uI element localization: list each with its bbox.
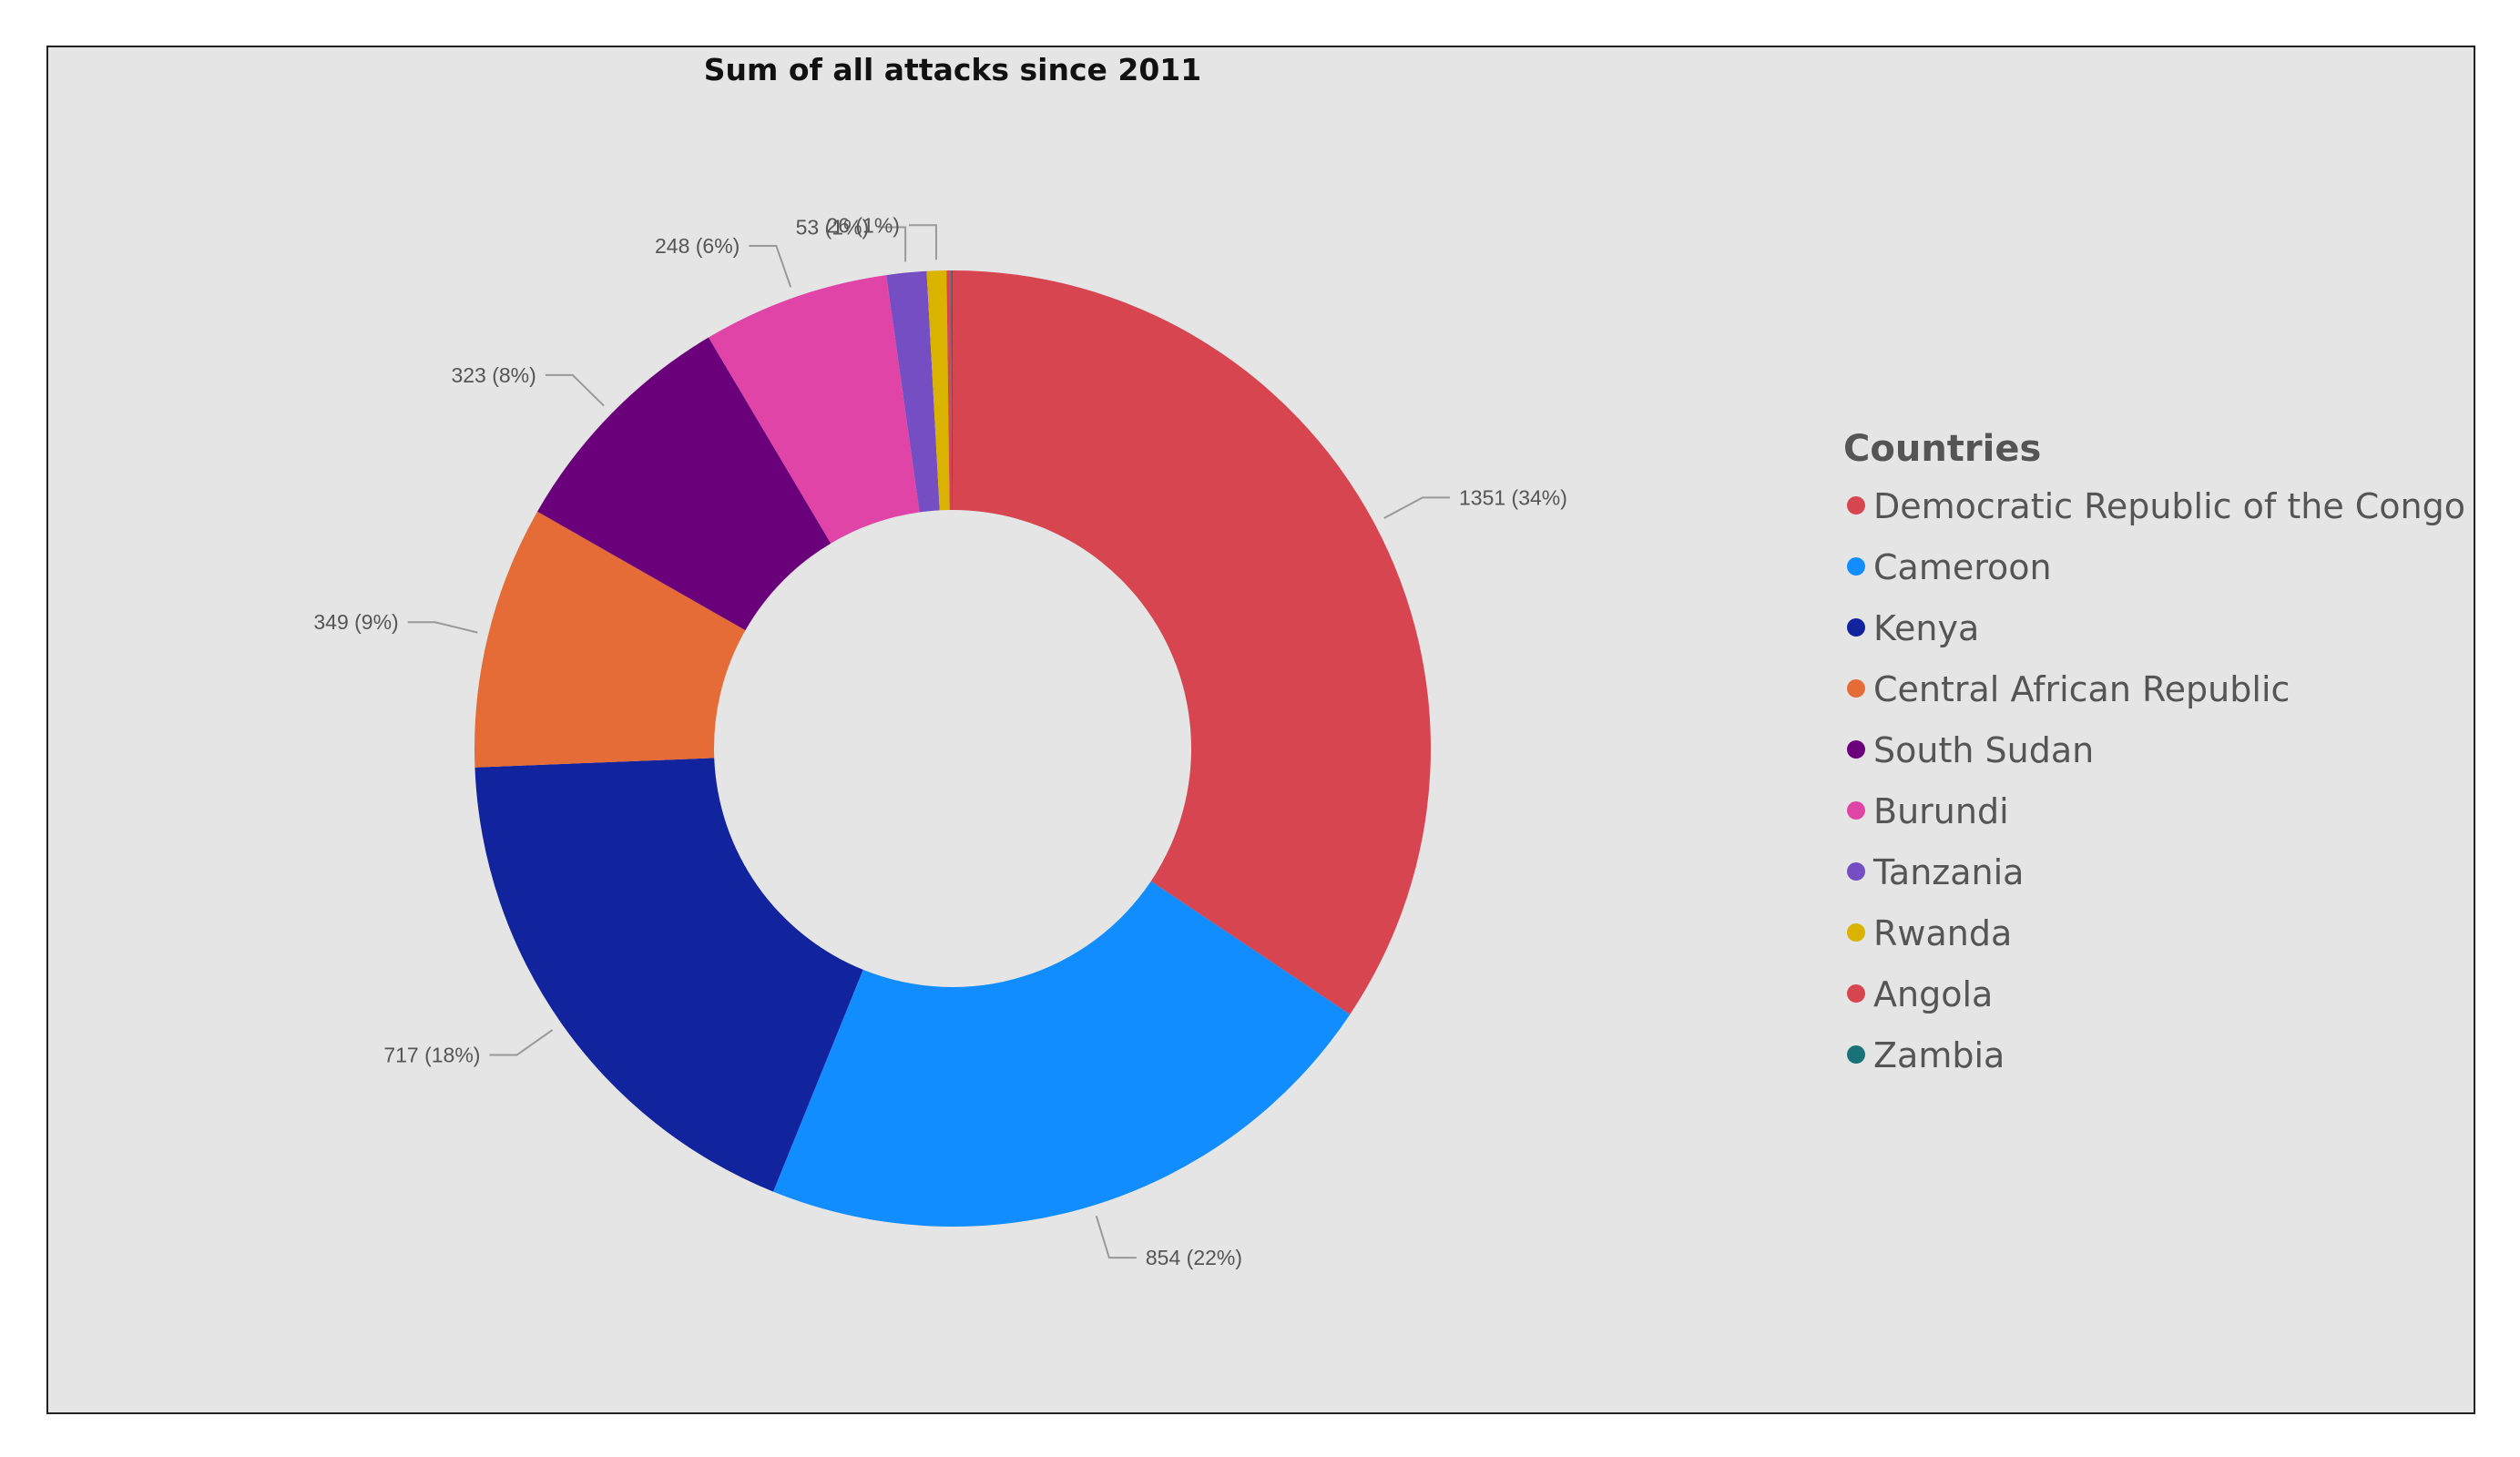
leader-line-central-african-republic xyxy=(407,621,478,634)
leader-line-south-sudan xyxy=(545,373,605,407)
legend-item-south-sudan[interactable]: South Sudan xyxy=(1873,730,2094,770)
leader-line-kenya xyxy=(489,1029,554,1056)
data-label-kenya: 717 (18%) xyxy=(383,1044,480,1067)
legend-item-burundi[interactable]: Burundi xyxy=(1873,791,2009,831)
legend-marker-angola xyxy=(1847,984,1865,1003)
legend-marker-south-sudan xyxy=(1847,740,1865,759)
data-label-burundi: 248 (6%) xyxy=(655,234,740,258)
legend-item-angola[interactable]: Angola xyxy=(1873,974,1993,1014)
legend-item-rwanda[interactable]: Rwanda xyxy=(1873,913,2012,953)
data-label-tanzania: 53 (1%) xyxy=(796,216,870,239)
donut-chart: Sum of all attacks since 2011 1351 (34%)… xyxy=(313,52,2465,1269)
legend-marker-tanzania xyxy=(1847,862,1865,881)
leader-line-tanzania xyxy=(878,226,907,262)
legend-marker-rwanda xyxy=(1847,923,1865,942)
legend-marker-zambia xyxy=(1847,1045,1865,1064)
slice-rwanda[interactable] xyxy=(926,270,950,511)
slice-cameroon[interactable] xyxy=(773,881,1351,1227)
slice-kenya[interactable] xyxy=(474,758,863,1192)
legend-marker-kenya xyxy=(1847,618,1865,637)
legend-marker-cameroon xyxy=(1847,557,1865,576)
data-labels: 1351 (34%) 854 (22%) 717 (18%) 349 (9%) 323 … xyxy=(313,213,1567,1269)
legend-marker-central-african-republic xyxy=(1847,679,1865,698)
slice-democratic-republic-of-the-congo[interactable] xyxy=(953,270,1431,1014)
data-label-democratic-republic-of-the-congo: 1351 (34%) xyxy=(1459,485,1567,509)
slice-tanzania[interactable] xyxy=(886,270,940,513)
data-label-south-sudan: 323 (8%) xyxy=(451,363,536,387)
legend-title: Countries xyxy=(1843,428,2041,470)
chart-title: Sum of all attacks since 2011 xyxy=(704,52,1201,87)
legend-item-cameroon[interactable]: Cameroon xyxy=(1873,547,2052,587)
leader-line-democratic-republic-of-the-congo xyxy=(1383,496,1451,519)
data-label-rwanda: 26 (1%) xyxy=(826,213,900,237)
slice-south-sudan[interactable] xyxy=(537,337,831,631)
legend-item-tanzania[interactable]: Tanzania xyxy=(1872,852,2024,892)
leader-line-cameroon xyxy=(1095,1215,1137,1259)
legend-item-kenya[interactable]: Kenya xyxy=(1873,608,1979,648)
slices xyxy=(474,270,1431,1227)
legend-marker-democratic-republic-of-the-congo xyxy=(1847,496,1865,515)
slice-zambia[interactable] xyxy=(951,270,953,511)
data-label-cameroon: 854 (22%) xyxy=(1146,1246,1242,1269)
legend-marker-burundi xyxy=(1847,801,1865,820)
legend: Countries Democratic Republic of the Con… xyxy=(1843,428,2465,1075)
data-label-central-african-republic: 349 (9%) xyxy=(313,610,398,634)
legend-item-democratic-republic-of-the-congo[interactable]: Democratic Republic of the Congo xyxy=(1873,486,2465,526)
slice-burundi[interactable] xyxy=(709,275,920,544)
legend-item-zambia[interactable]: Zambia xyxy=(1873,1035,2005,1075)
slice-angola[interactable] xyxy=(946,270,953,511)
slice-central-african-republic[interactable] xyxy=(474,511,746,768)
chart-frame: Sum of all attacks since 2011 1351 (34%)… xyxy=(46,46,2475,1414)
legend-item-central-african-republic[interactable]: Central African Republic xyxy=(1873,669,2290,709)
leader-line-rwanda xyxy=(908,224,937,260)
leader-line-burundi xyxy=(749,244,792,288)
